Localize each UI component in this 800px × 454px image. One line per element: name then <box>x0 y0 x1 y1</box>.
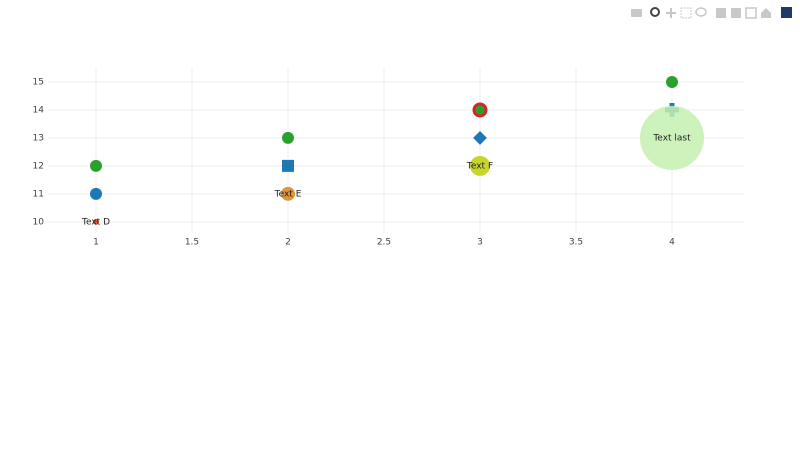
marker-text: Text D <box>81 217 110 227</box>
marker-text: Text F <box>466 161 493 171</box>
marker-text: Text last <box>652 133 691 143</box>
y-tick-label: 15 <box>33 77 44 87</box>
marker <box>470 155 490 176</box>
marker <box>640 105 704 170</box>
marker <box>473 131 487 145</box>
marker <box>90 187 102 200</box>
y-tick-label: 11 <box>33 189 44 199</box>
x-tick-label: 2.5 <box>377 238 391 248</box>
autoscale-button[interactable] <box>745 7 757 19</box>
toolbar <box>631 7 792 19</box>
marker <box>90 159 102 172</box>
x-tick-label: 1.5 <box>185 238 199 248</box>
reset-button[interactable] <box>761 8 771 18</box>
y-tick-label: 14 <box>33 105 45 115</box>
marker <box>281 186 295 201</box>
marker <box>472 102 488 118</box>
zoom-in-button[interactable] <box>716 8 726 18</box>
x-tick-label: 2 <box>285 238 291 248</box>
y-tick-label: 12 <box>33 161 44 171</box>
marker <box>666 75 678 88</box>
plotly-logo[interactable] <box>781 7 792 18</box>
zoom-out-button[interactable] <box>731 8 741 18</box>
marker <box>93 218 99 225</box>
x-tick-label: 3.5 <box>569 238 583 248</box>
pan-button[interactable] <box>666 8 676 18</box>
x-tick-label: 4 <box>669 238 675 248</box>
box-select-button[interactable] <box>680 7 692 19</box>
y-tick-label: 13 <box>33 133 44 143</box>
marker <box>282 159 294 172</box>
x-tick-label: 1 <box>93 238 99 248</box>
y-tick-label: 10 <box>33 217 45 227</box>
camera-button[interactable] <box>631 9 642 17</box>
marker-text: Text E <box>274 189 302 199</box>
x-tick-label: 3 <box>477 238 483 248</box>
zoom-button[interactable] <box>650 7 660 17</box>
marker <box>282 131 294 144</box>
lasso-button[interactable] <box>695 7 707 17</box>
